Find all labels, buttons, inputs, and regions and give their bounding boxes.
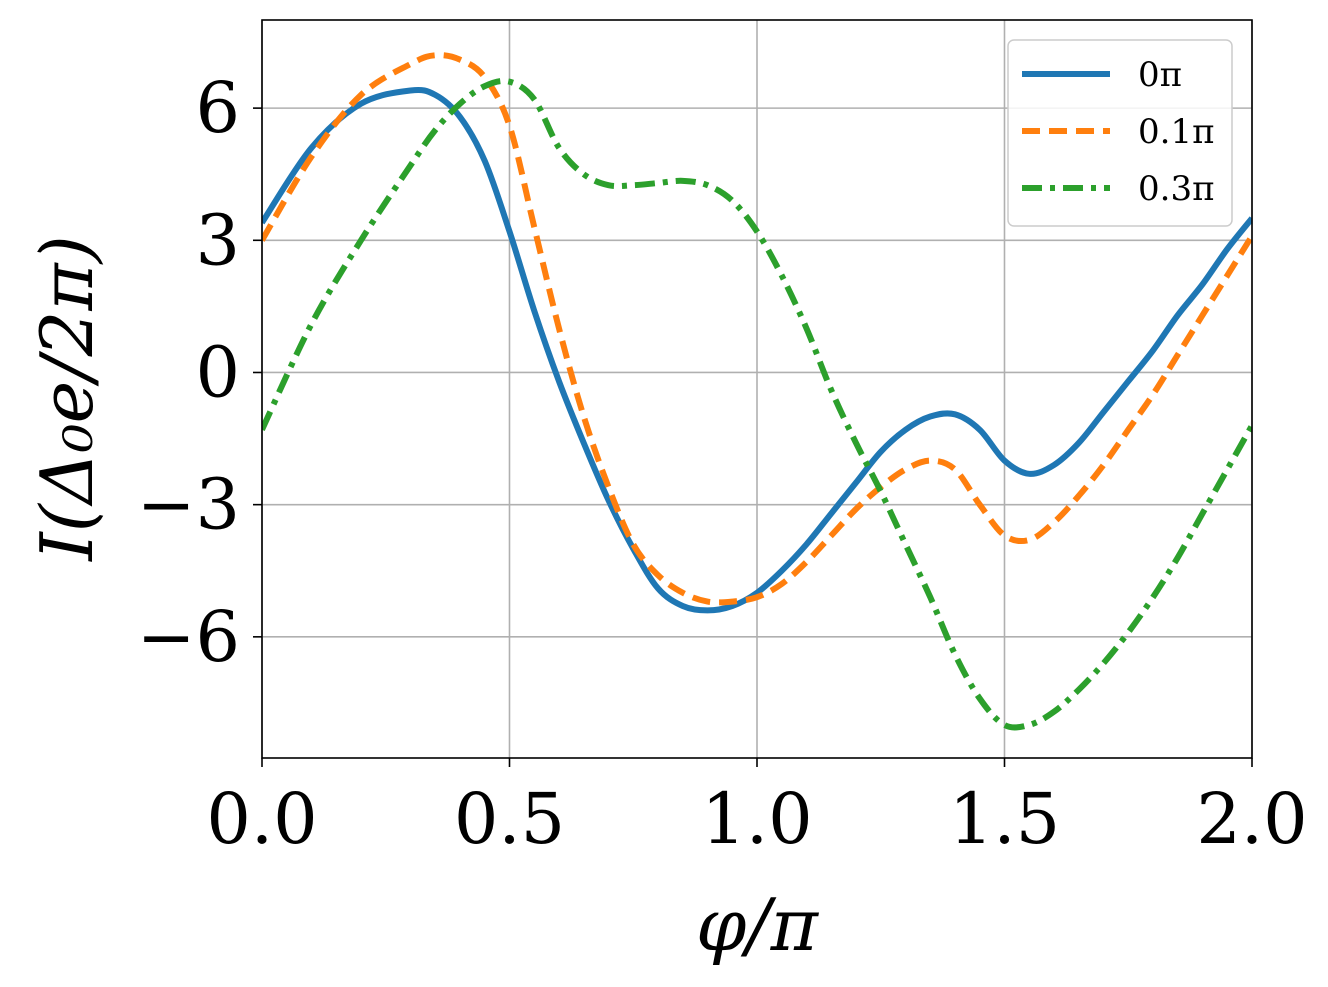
y-tick-label: −6 (137, 596, 240, 678)
y-tick-label: 3 (195, 199, 240, 281)
legend: 0π 0.1π 0.3π (1007, 39, 1233, 227)
x-tick-label: 0.5 (454, 778, 565, 860)
legend-label: 0.1π (1138, 112, 1214, 152)
series-line-3 (262, 77, 1252, 731)
x-axis-title: φ/π (696, 883, 820, 967)
series-line-1 (262, 86, 1252, 614)
y-tick-label: 6 (195, 67, 240, 149)
y-tick-label: −3 (137, 464, 240, 546)
legend-label: 0.3π (1138, 169, 1214, 209)
series-lines (262, 52, 1252, 731)
x-tick-label: 2.0 (1196, 778, 1307, 860)
y-axis-title: I(Δ₀e/2π) (25, 235, 109, 562)
y-tick-label: 0 (195, 331, 240, 413)
series-line-2 (262, 52, 1252, 606)
x-tick-label: 0.0 (206, 778, 317, 860)
axis-ticks: 0.0 0.5 1.0 1.5 2.0 6 3 0 −3 −6 (137, 67, 1308, 860)
legend-label: 0π (1138, 55, 1182, 95)
legend-box (1007, 39, 1233, 227)
x-tick-label: 1.5 (949, 778, 1060, 860)
x-tick-label: 1.0 (701, 778, 812, 860)
